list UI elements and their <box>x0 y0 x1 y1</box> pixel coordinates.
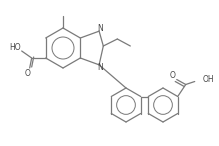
Text: OH: OH <box>203 75 214 84</box>
Text: HO: HO <box>9 44 21 53</box>
Text: O: O <box>170 71 176 80</box>
Text: N: N <box>97 24 103 33</box>
Text: O: O <box>25 69 31 79</box>
Text: N: N <box>97 63 103 72</box>
